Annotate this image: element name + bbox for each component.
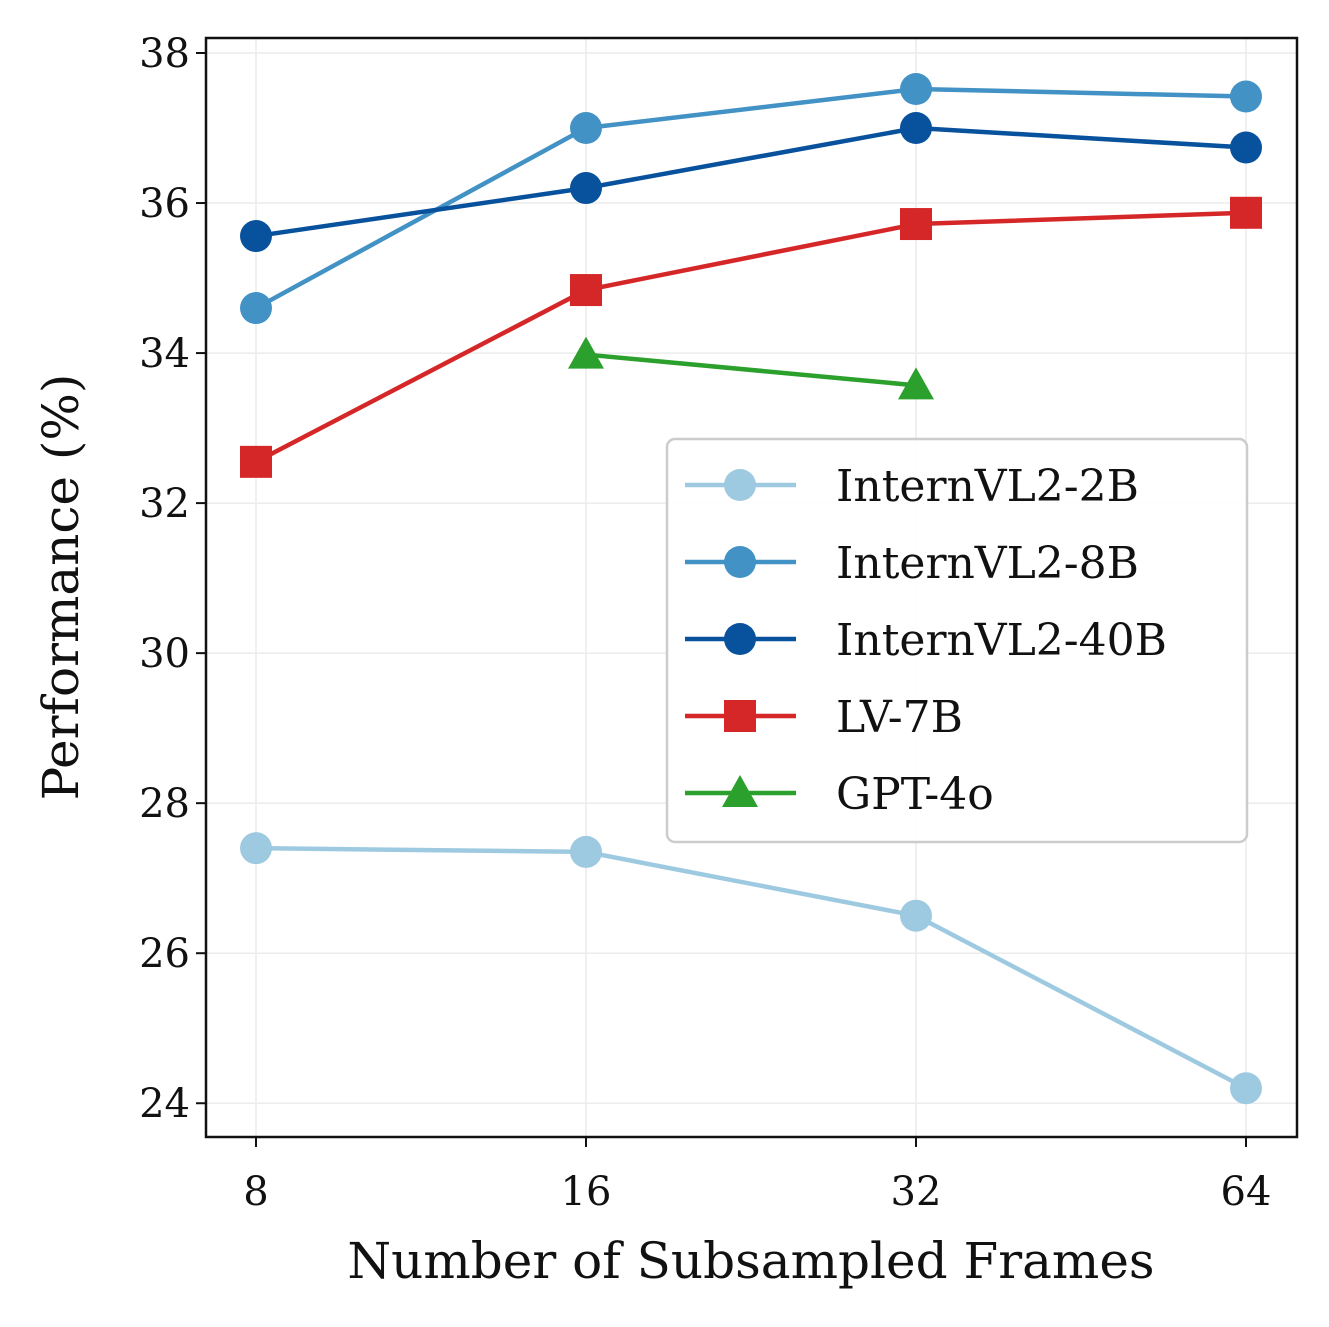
x-tick-label: 16 [561, 1169, 612, 1215]
legend-item-lv-7b: LV-7B [685, 692, 963, 743]
internvl2-2b-point [900, 899, 932, 932]
plot-frame [204, 36, 1299, 1139]
legend-swatch-marker [724, 700, 756, 732]
x-tick-label: 8 [243, 1169, 268, 1215]
internvl2-40b-point [570, 172, 602, 205]
series-internvl2-40b [240, 112, 1262, 253]
internvl2-8b-point [1230, 80, 1262, 113]
lv-7b-point [1230, 196, 1262, 229]
legend-item-internvl2-40b: InternVL2-40B [685, 615, 1167, 666]
y-tick-label: 24 [139, 1081, 190, 1127]
y-tick-label: 28 [139, 781, 190, 827]
gpt-4o-line [583, 352, 919, 388]
legend-label: InternVL2-2B [836, 461, 1139, 512]
internvl2-40b-point [240, 220, 272, 253]
y-tick-label: 36 [139, 181, 190, 227]
gpt-4o-point [568, 336, 604, 369]
legend-swatch-marker [724, 546, 756, 578]
legend-item-internvl2-8b: InternVL2-8B [685, 538, 1139, 589]
internvl2-8b-line [253, 86, 1249, 311]
legend-swatch-marker [724, 469, 756, 501]
y-tick-label: 38 [139, 31, 190, 77]
series-internvl2-2b [240, 832, 1262, 1105]
internvl2-2b-point [240, 832, 272, 865]
legend-item-gpt-4o: GPT-4o [685, 769, 994, 820]
series-gpt-4o [568, 336, 934, 400]
lv-7b-line [253, 210, 1249, 465]
y-tick-label: 30 [139, 631, 190, 677]
internvl2-8b-point [240, 292, 272, 325]
y-tick-label: 32 [139, 481, 190, 527]
y-axis-label: Performance (%) [32, 374, 90, 801]
internvl2-2b-point [1230, 1072, 1262, 1105]
lv-7b-point [900, 208, 932, 241]
internvl2-8b-point [570, 112, 602, 145]
series-lv-7b [240, 196, 1262, 478]
internvl2-2b-line [253, 845, 1249, 1091]
x-axis: 8 16 32 64 [243, 1137, 1271, 1215]
internvl2-2b-point [570, 835, 602, 868]
y-axis: 24 26 28 30 32 34 36 38 [139, 31, 206, 1127]
legend-label: InternVL2-40B [836, 615, 1167, 666]
legend-swatch-marker [722, 775, 758, 807]
lv-7b-point [570, 274, 602, 307]
gpt-4o-point [898, 367, 934, 400]
lv-7b-point [240, 445, 272, 478]
x-axis-label: Number of Subsampled Frames [347, 1232, 1154, 1290]
internvl2-40b-point [1230, 131, 1262, 164]
legend-item-internvl2-2b: InternVL2-2B [685, 461, 1139, 512]
x-tick-label: 32 [891, 1169, 942, 1215]
internvl2-40b-point [900, 112, 932, 145]
series-internvl2-8b [240, 73, 1262, 325]
internvl2-8b-point [900, 73, 932, 106]
x-tick-label: 64 [1221, 1169, 1272, 1215]
legend-box [665, 437, 1249, 844]
legend-label: LV-7B [836, 692, 963, 743]
legend: InternVL2-2B InternVL2-8B InternVL2-40B LV-… [665, 437, 1249, 844]
legend-label: GPT-4o [836, 769, 994, 820]
y-tick-label: 34 [139, 331, 190, 377]
internvl2-40b-line [253, 125, 1249, 239]
series-layer [240, 73, 1262, 1105]
legend-label: InternVL2-8B [836, 538, 1139, 589]
legend-swatch-marker [724, 623, 756, 655]
y-tick-label: 26 [139, 931, 190, 977]
